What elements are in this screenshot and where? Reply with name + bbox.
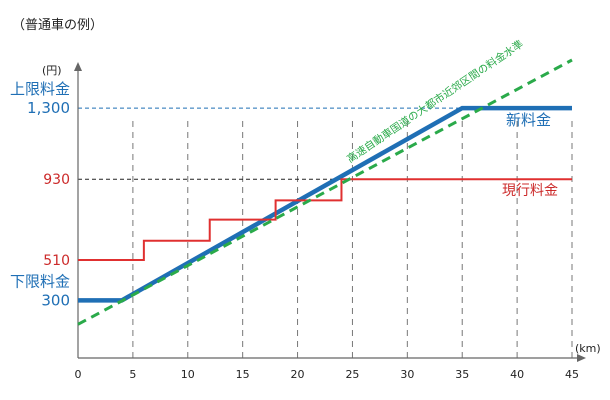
x-tick-label: 35 bbox=[455, 368, 469, 381]
x-tick-label: 20 bbox=[291, 368, 305, 381]
x-axis-arrow bbox=[577, 354, 586, 362]
series-lines bbox=[77, 58, 573, 326]
y-label-1300: 1,300 bbox=[27, 99, 70, 117]
chart-caption: （普通車の例） bbox=[12, 18, 104, 33]
y-label-930: 930 bbox=[43, 172, 70, 188]
x-tick-label: 0 bbox=[75, 368, 82, 381]
series-line bbox=[77, 58, 573, 326]
series-line bbox=[78, 178, 572, 261]
upper-limit-label: 上限料金 bbox=[10, 80, 70, 98]
series-label-new: 新料金 bbox=[506, 111, 551, 129]
series-label-current: 現行料金 bbox=[502, 183, 558, 199]
grid-lines bbox=[78, 107, 573, 358]
x-tick-label: 45 bbox=[565, 368, 579, 381]
y-axis-arrow bbox=[74, 62, 82, 71]
x-unit-label: (km) bbox=[575, 342, 601, 355]
chart-labels: 0 5 10 15 20 25 30 35 40 45(km)(円)3005109301,300上… bbox=[10, 37, 601, 381]
x-tick-label: 30 bbox=[400, 368, 414, 381]
x-tick-label: 5 bbox=[129, 368, 136, 381]
y-unit-label: (円) bbox=[42, 64, 62, 77]
lower-limit-label: 下限料金 bbox=[10, 272, 70, 290]
x-tick-label: 10 bbox=[181, 368, 195, 381]
x-tick-label: 40 bbox=[510, 368, 524, 381]
y-label-300: 300 bbox=[41, 291, 70, 309]
x-tick-label: 15 bbox=[236, 368, 250, 381]
axes bbox=[74, 62, 586, 362]
x-tick-label: 25 bbox=[345, 368, 359, 381]
series-label-expressway: 高速自動車国道の大都市近郊区間の料金水準 bbox=[344, 37, 525, 165]
series-line bbox=[78, 105, 572, 303]
y-label-510: 510 bbox=[43, 253, 70, 269]
